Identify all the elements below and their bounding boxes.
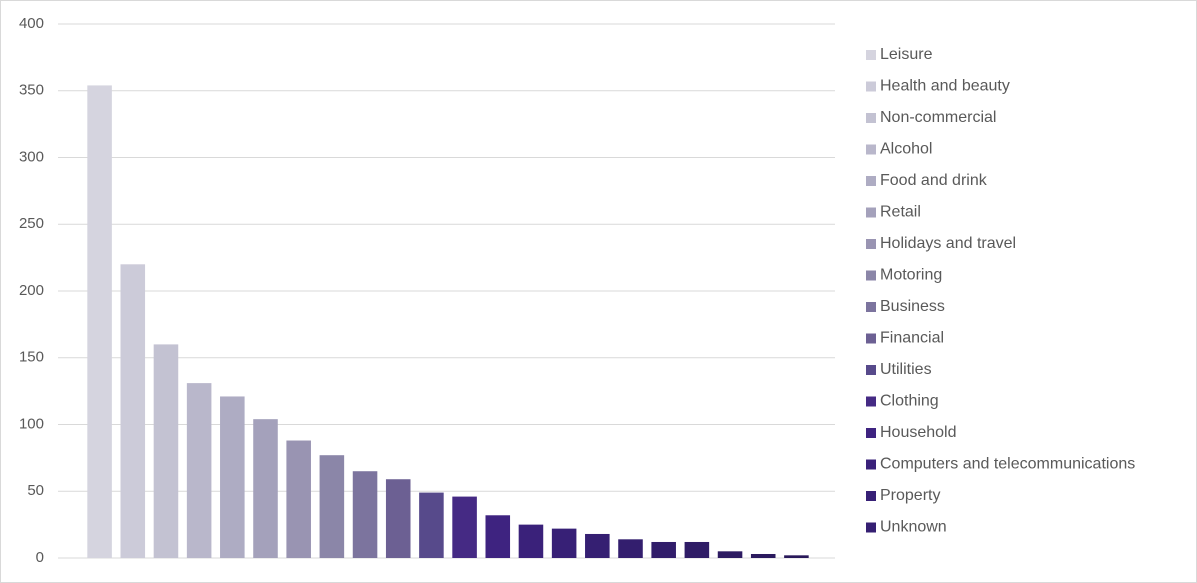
bar [618,539,643,558]
legend-swatch [866,144,876,155]
legend-swatch [866,302,876,312]
legend-label: Financial [880,330,944,347]
bar [220,396,245,558]
y-tick-label: 300 [19,148,44,165]
y-tick-label: 400 [19,15,44,32]
bar [186,383,212,558]
bar [352,471,378,558]
bar [585,533,610,558]
y-tick-label: 200 [19,282,44,299]
y-tick-label: 250 [19,215,44,232]
bar [253,419,278,558]
legend-swatch [866,365,876,375]
legend-swatch [866,81,876,92]
legend-label: Clothing [880,393,939,410]
legend-label: Business [880,298,945,315]
legend-label: Unknown [880,519,947,536]
bar [319,455,345,558]
bar [485,515,511,558]
bar [385,479,411,558]
legend-swatch [866,491,876,501]
bar [87,85,112,558]
bar [651,541,676,558]
y-tick-label: 0 [36,549,44,566]
legend-label: Household [880,424,957,441]
legend-label: Holidays and travel [880,235,1016,252]
legend-label: Retail [880,204,921,221]
legend-label: Leisure [880,46,933,63]
bar [684,541,710,558]
legend-swatch [866,50,876,60]
legend-label: Motoring [880,267,942,284]
legend-label: Computers and telecommunications [880,456,1135,473]
legend-swatch [866,270,876,281]
bar [120,264,146,558]
y-tick-label: 150 [19,349,44,366]
legend-swatch [866,113,876,123]
legend-swatch [866,207,876,218]
y-tick-label: 100 [19,415,44,432]
legend-swatch [866,428,876,438]
legend-label: Utilities [880,361,932,378]
bar [518,524,544,558]
bar [551,528,577,558]
bar [784,555,809,558]
legend-label: Food and drink [880,172,988,189]
bar [286,440,311,558]
legend-swatch [866,239,876,249]
legend-label: Non-commercial [880,109,996,126]
bar [153,344,179,558]
y-tick-label: 350 [19,82,44,99]
legend-swatch [866,176,876,186]
legend-label: Alcohol [880,141,932,158]
legend-swatch [866,333,876,344]
legend-swatch [866,396,876,407]
bar [750,553,776,558]
bar [452,496,477,558]
legend-label: Property [880,487,940,504]
legend-label: Health and beauty [880,78,1010,95]
bar [717,551,743,558]
y-tick-label: 50 [27,482,44,499]
legend-swatch [866,522,876,533]
bar [419,492,444,558]
legend-swatch [866,459,876,470]
